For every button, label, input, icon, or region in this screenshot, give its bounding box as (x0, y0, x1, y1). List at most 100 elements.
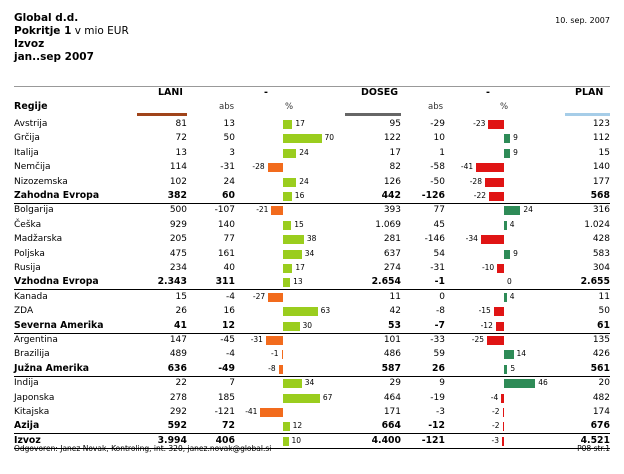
doseg-value: 95 (389, 119, 401, 129)
abs1-value: 311 (215, 276, 235, 288)
lani-value: 72 (175, 133, 187, 144)
region-name: Kanada (14, 291, 48, 302)
pct1-bar-label: 16 (294, 191, 305, 200)
region-name: Bolgarija (14, 205, 54, 216)
pct1-bar-label: 15 (294, 219, 304, 229)
plan-value: 1.024 (584, 219, 610, 230)
pct2-bar (504, 134, 511, 144)
lani-value: 2.343 (157, 276, 187, 288)
col-pct1-label: % (285, 102, 294, 112)
pct2-bar (497, 264, 504, 273)
report-title-main: Pokritje 1 (14, 25, 72, 37)
doseg-value: 1.069 (375, 219, 401, 230)
abs1-value: -4 (226, 291, 235, 302)
pct2-bar (488, 120, 504, 129)
abs2-value: -126 (421, 190, 445, 201)
pct1-bar (283, 264, 293, 273)
col-regions-label: Regije (14, 101, 48, 112)
pct1-bar-label: 17 (295, 263, 305, 272)
report-title: Pokritje 1 v mio EUR (14, 25, 129, 38)
plan-value: 676 (590, 420, 610, 432)
pct1-bar-label: 17 (295, 119, 305, 128)
doseg-value: 82 (389, 162, 401, 173)
plan-value: 11 (598, 291, 610, 302)
abs1-value: 50 (223, 133, 235, 144)
pct2-bar-label: -25 (471, 335, 484, 344)
abs2-value: 45 (433, 219, 445, 230)
col-lani-label: LANI (158, 87, 183, 98)
pct1-bar (283, 220, 292, 230)
doseg-value: 4.400 (371, 434, 401, 446)
pct1-bar (283, 436, 289, 446)
abs1-value: 185 (217, 392, 235, 403)
abs2-value: -29 (430, 119, 445, 129)
lani-value: 22 (175, 378, 187, 389)
pct1-bar-label: -21 (256, 205, 269, 215)
group-divider (14, 202, 610, 204)
abs1-value: -4 (226, 349, 235, 360)
pct2-bar (489, 192, 504, 201)
region-name: Indija (14, 378, 39, 389)
abs2-value: -8 (436, 306, 445, 317)
pct1-bar (283, 134, 322, 144)
pct1-bar (283, 278, 291, 288)
report-subtitle: Izvoz (14, 38, 45, 50)
plan-value: 561 (590, 362, 610, 374)
lani-value: 234 (169, 263, 187, 273)
pct1-bar (283, 249, 302, 259)
pct2-bar-label: 0 (507, 277, 512, 287)
region-name: Nemčija (14, 162, 51, 173)
pct2-bar-label: -10 (481, 263, 495, 272)
table-row: ZDA 26 16 42 -8 50 63 -15 (0, 304, 624, 318)
plan-value: 61 (597, 319, 610, 331)
pct1-bar-label: 30 (302, 320, 313, 330)
region-name: Avstrija (14, 119, 48, 129)
doseg-value: 2.654 (371, 276, 401, 288)
abs2-value: -3 (436, 407, 445, 417)
abs1-value: -121 (214, 407, 235, 417)
region-name: Rusija (14, 263, 41, 273)
region-name: Nizozemska (14, 176, 68, 187)
pct2-bar-label: -4 (490, 392, 499, 402)
group-divider (14, 447, 610, 449)
pct2-bar-label: 4 (509, 219, 515, 229)
pct1-bar (283, 393, 320, 403)
region-name: Madžarska (14, 234, 63, 245)
abs2-value: -1 (434, 276, 445, 288)
abs2-value: -12 (428, 420, 445, 432)
lani-value: 205 (169, 234, 187, 245)
pct2-bar-label: -12 (480, 320, 493, 330)
pct2-bar (501, 436, 504, 446)
doseg-value: 274 (383, 263, 401, 273)
plan-value: 15 (598, 147, 610, 158)
abs2-value: -121 (421, 434, 445, 446)
plan-color-bar (565, 113, 610, 116)
table-row: Grčija 72 50 122 10 112 70 9 (0, 131, 624, 145)
pct1-bar-label: -1 (271, 349, 279, 359)
group-divider (14, 332, 610, 334)
abs2-value: -50 (430, 176, 445, 187)
lani-value: 15 (175, 291, 187, 302)
abs2-value: 59 (433, 349, 445, 360)
lani-value: 147 (169, 335, 187, 345)
abs1-value: 16 (223, 306, 235, 317)
pct1-bar-label: -8 (268, 363, 276, 373)
plan-value: 123 (592, 119, 610, 129)
abs2-value: 10 (433, 133, 445, 144)
footer-contact: Odgovoren: Janez Novak, Kontroling, int.… (14, 444, 272, 453)
lani-value: 929 (169, 219, 187, 230)
pct2-bar (480, 235, 504, 245)
pct2-bar-label: 5 (510, 363, 516, 373)
table-row: Rusija 234 40 274 -31 304 17 -10 (0, 261, 624, 275)
pct2-bar-label: 24 (523, 205, 533, 215)
table-row-subtotal: Severna Amerika 41 12 53 -7 61 30 -12 (0, 319, 624, 333)
pct2-bar-label: 9 (513, 133, 518, 143)
lani-value: 114 (169, 162, 187, 173)
region-name: Kitajska (14, 407, 50, 417)
lani-color-bar (137, 113, 187, 116)
pct1-bar (260, 408, 283, 417)
pct1-bar (283, 235, 304, 245)
pct2-bar-label: -28 (469, 176, 482, 186)
pct1-bar (283, 321, 300, 331)
abs1-value: 40 (223, 263, 235, 273)
